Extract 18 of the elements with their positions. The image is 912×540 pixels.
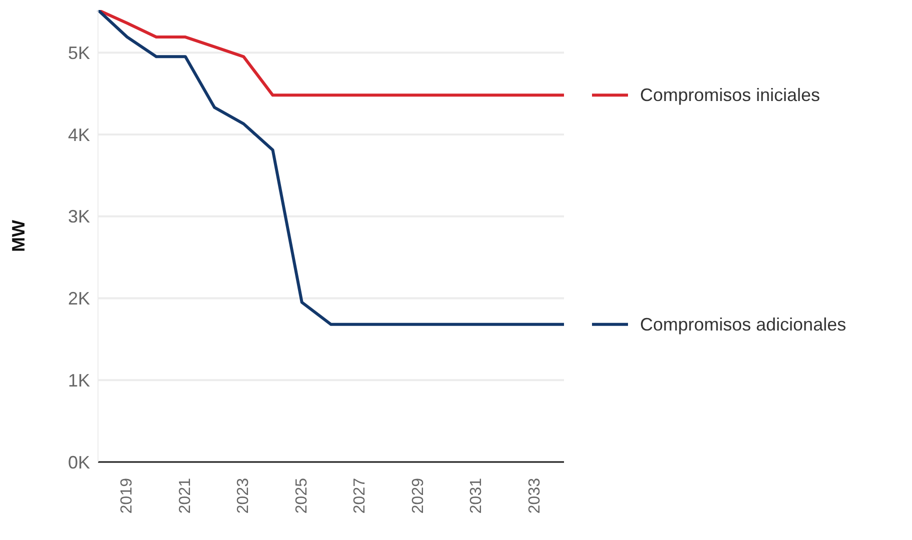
x-tick-label: 2019 (118, 478, 136, 514)
x-tick-label: 2023 (235, 478, 252, 514)
x-tick-label: 2033 (526, 478, 544, 514)
legend-label: Compromisos adicionales (640, 314, 846, 334)
x-tick-label: 2025 (293, 478, 310, 514)
y-tick-label: 4K (68, 124, 90, 145)
x-tick-label: 2027 (352, 478, 369, 514)
y-tick-label: 3K (68, 206, 90, 227)
legend-label: Compromisos iniciales (640, 85, 820, 106)
y-axis-title: MW (8, 220, 28, 252)
x-tick-label: 2021 (176, 478, 194, 514)
x-tick-label: 2031 (468, 478, 486, 514)
y-tick-label: 5K (68, 42, 90, 63)
line-series (96, 10, 566, 326)
y-tick-label: 1K (68, 370, 90, 391)
y-tick-label: 2K (68, 288, 90, 309)
x-tick-label: 2029 (410, 478, 427, 514)
y-tick-label: 0K (68, 452, 90, 472)
